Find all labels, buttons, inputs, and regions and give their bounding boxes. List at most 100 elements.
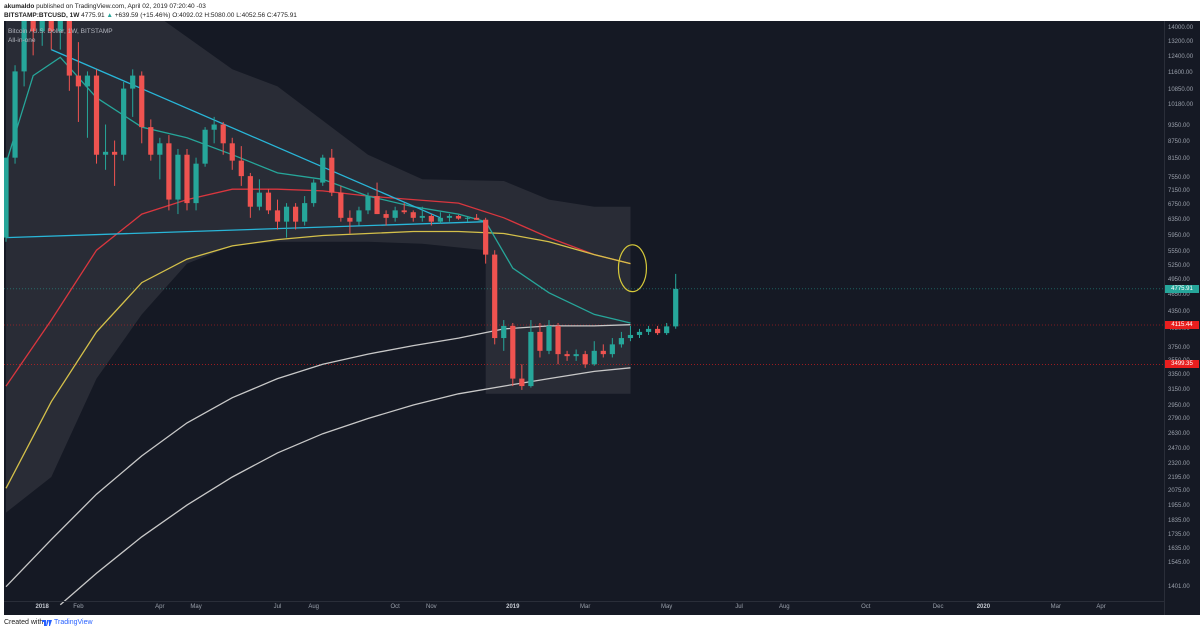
candle-body	[618, 338, 624, 345]
candle-body	[193, 163, 199, 204]
candle-body	[175, 154, 181, 200]
symbol-label: BITSTAMP:BTCUSD, 1W	[4, 12, 80, 19]
candle-body	[419, 215, 425, 218]
trendline	[51, 49, 441, 219]
candle-body	[184, 154, 190, 204]
price-tick-label: 1401.00	[1168, 583, 1190, 590]
tradingview-brand[interactable]: TradingView	[54, 619, 93, 626]
price-axis[interactable]: 14000.00 13200.00 12400.00 11600.00 10850.00…	[1164, 21, 1200, 615]
candle-body	[573, 354, 579, 357]
time-tick-label: Apr	[155, 604, 165, 610]
candle-body	[311, 182, 317, 204]
chart-pane[interactable]	[3, 0, 1164, 615]
time-tick-label: Jul	[273, 604, 282, 610]
candle-body	[455, 215, 462, 219]
candle-body	[229, 143, 235, 161]
price-tick-label: 10180.00	[1168, 102, 1194, 109]
publish-info: published on TradingView.com, April 02, …	[36, 3, 206, 10]
candle-body	[537, 331, 543, 351]
candle-body	[446, 215, 453, 218]
candle-body	[365, 196, 371, 211]
cloud-band	[6, 0, 631, 513]
price-tick-label: 8750.00	[1168, 138, 1190, 145]
price-tick-label: 2195.00	[1168, 474, 1190, 481]
close-price: C:4775.91	[266, 12, 297, 19]
price-chart[interactable]	[3, 0, 1164, 615]
time-axis[interactable]: 2018 Feb Apr May Jul Aug Oct Nov 2019 Mar May Jul Au…	[4, 601, 1164, 615]
time-tick-label: Dec	[932, 604, 944, 610]
price-tick-label: 11600.00	[1168, 70, 1193, 77]
price-tag: 3499.35	[1165, 360, 1199, 369]
time-tick-label: 2019	[506, 604, 520, 610]
footer: Created with TradingView	[0, 615, 1200, 632]
candle-body	[302, 203, 308, 222]
candle-body	[121, 88, 127, 155]
price-tick-label: 2950.00	[1168, 402, 1190, 409]
tradingview-logo-icon	[42, 620, 52, 626]
high-price: H:5080.00	[204, 12, 235, 19]
time-tick-label: Nov	[426, 604, 437, 610]
price-tick-label: 5250.00	[1168, 262, 1190, 269]
price-tick-label: 1955.00	[1168, 502, 1190, 509]
candle-body	[329, 157, 335, 193]
price-tick-label: 3350.00	[1168, 371, 1190, 378]
candle-body	[464, 217, 471, 219]
price-tick-label: 10850.00	[1168, 86, 1194, 93]
candle-body	[211, 124, 217, 130]
price-tick-label: 2630.00	[1168, 430, 1190, 437]
candle-body	[410, 212, 416, 218]
candle-body	[519, 378, 525, 387]
time-tick-label: May	[660, 604, 673, 610]
time-tick-label: Jul	[735, 604, 743, 610]
time-tick-label: Oct	[861, 604, 871, 610]
time-tick-label: Mar	[1050, 604, 1061, 610]
time-tick-label: 2018	[35, 604, 49, 610]
time-tick-label: Oct	[390, 604, 400, 610]
change-up-icon: ▲	[106, 12, 113, 19]
candle-body	[202, 129, 208, 164]
candle-body	[374, 196, 380, 215]
candle-body	[148, 127, 154, 155]
author-name[interactable]: akumaldo	[4, 3, 35, 10]
candle-body	[48, 17, 54, 32]
time-tick-label: May	[190, 604, 202, 610]
price-tick-label: 4950.00	[1168, 277, 1190, 284]
candle-body	[492, 254, 498, 339]
legend-indicator[interactable]: All-in-one	[8, 37, 36, 44]
price-tick-label: 1735.00	[1168, 531, 1190, 538]
candle-body	[247, 176, 253, 207]
candle-body	[93, 75, 100, 155]
candle-body	[664, 326, 670, 334]
candle-body	[102, 151, 109, 155]
price-tick-label: 7150.00	[1168, 187, 1190, 194]
candle-body	[112, 151, 118, 155]
candle-body	[274, 210, 281, 222]
legend-title: Bitcoin / U.S. Dollar, 1W, BITSTAMP	[8, 28, 113, 35]
candle-body	[75, 75, 81, 87]
candle-body	[12, 71, 18, 158]
created-with-label: Created with	[4, 619, 44, 626]
candle-body	[392, 210, 398, 218]
price-tick-label: 7550.00	[1168, 174, 1190, 181]
candle-body	[582, 354, 588, 365]
candle-body	[66, 0, 72, 76]
candle-body	[636, 331, 643, 335]
time-tick-label: Aug	[778, 604, 790, 610]
low-price: L:4052.56	[236, 12, 266, 19]
candle-body	[428, 215, 434, 222]
candle-body	[220, 124, 226, 144]
price-tick-label: 2320.00	[1168, 461, 1190, 468]
price-change: +639.59 (+15.46%)	[114, 12, 171, 19]
candle-body	[293, 206, 299, 222]
ma-line-red	[5, 188, 631, 387]
candle-body	[338, 192, 344, 218]
publish-line: akumaldo published on TradingView.com, A…	[4, 3, 206, 11]
candle-body	[166, 143, 172, 200]
candle-body	[483, 219, 489, 255]
price-tick-label: 2790.00	[1168, 416, 1190, 423]
candle-body	[401, 210, 407, 213]
price-tick-label: 5550.00	[1168, 249, 1190, 256]
candle-body	[528, 331, 534, 387]
price-tick-label: 13200.00	[1168, 39, 1194, 46]
candle-body	[591, 350, 597, 365]
